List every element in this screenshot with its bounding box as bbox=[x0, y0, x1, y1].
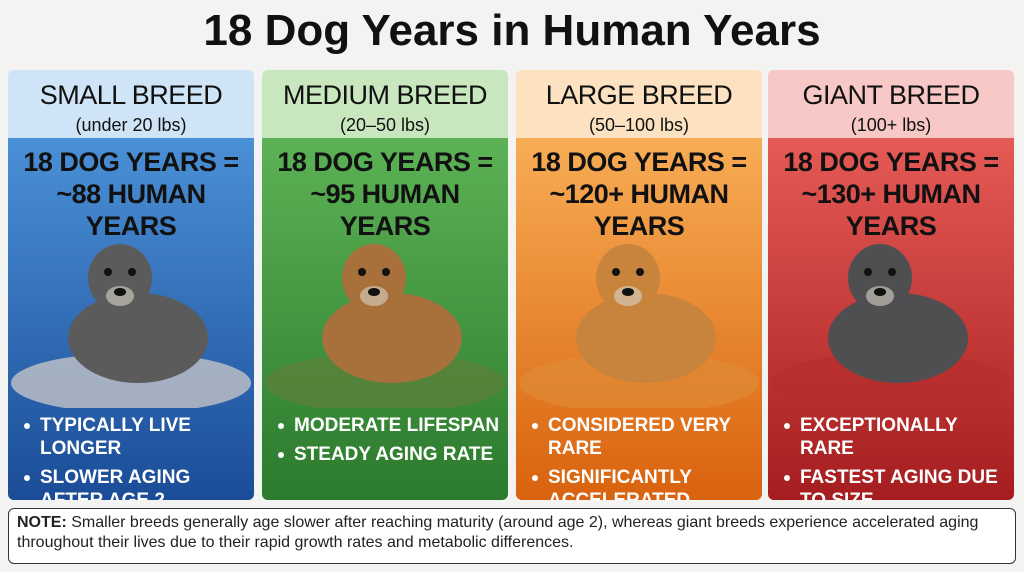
photo-shape bbox=[612, 268, 620, 276]
card-body: 18 DOG YEARS = ~88 HUMAN YEARS TYPICALLY L… bbox=[8, 138, 254, 500]
photo-shape bbox=[368, 288, 380, 296]
dog-photo bbox=[11, 244, 251, 408]
dog-photo bbox=[265, 244, 505, 408]
dog-years: 18 DOG YEARS = bbox=[277, 147, 493, 177]
note: NOTE: Smaller breeds generally age slowe… bbox=[8, 508, 1016, 564]
breed-card: MEDIUM BREED (20–50 lbs) 18 DOG YEARS = ~95… bbox=[262, 70, 508, 500]
dog-years: 18 DOG YEARS = bbox=[23, 147, 239, 177]
photo-shape bbox=[114, 288, 126, 296]
card-header: MEDIUM BREED (20–50 lbs) bbox=[262, 70, 508, 138]
photo-shape bbox=[864, 268, 872, 276]
breed-weight: (100+ lbs) bbox=[850, 115, 932, 135]
dog-years: 18 DOG YEARS = bbox=[531, 147, 747, 177]
breed-name: MEDIUM BREED bbox=[282, 80, 488, 110]
photo-shape bbox=[848, 244, 912, 312]
bullets: MODERATE LIFESPAN STEADY AGING RATE bbox=[276, 414, 500, 472]
human-years: ~95 HUMAN YEARS bbox=[310, 179, 460, 241]
human-years: ~88 HUMAN YEARS bbox=[56, 179, 206, 241]
photo-shape bbox=[342, 244, 406, 312]
card-body: 18 DOG YEARS = ~95 HUMAN YEARS MODERATE LI… bbox=[262, 138, 508, 500]
photo-shape bbox=[596, 244, 660, 312]
photo-shape bbox=[622, 288, 634, 296]
photo-shape bbox=[636, 268, 644, 276]
note-label: NOTE: bbox=[17, 514, 67, 531]
bullet: TYPICALLY LIVE LONGER bbox=[22, 414, 246, 460]
bullet: MODERATE LIFESPAN bbox=[276, 414, 500, 437]
breed-name: GIANT BREED bbox=[802, 80, 980, 110]
card-header: GIANT BREED (100+ lbs) bbox=[768, 70, 1014, 138]
card-header: SMALL BREED (under 20 lbs) bbox=[8, 70, 254, 138]
bullets: CONSIDERED VERY RARE SIGNIFICANTLY ACCELE… bbox=[530, 414, 754, 500]
breed-card: SMALL BREED (under 20 lbs) 18 DOG YEARS = ~… bbox=[8, 70, 254, 500]
dog-years: 18 DOG YEARS = bbox=[783, 147, 999, 177]
breed-weight: (under 20 lbs) bbox=[75, 115, 187, 135]
human-years: ~130+ HUMAN YEARS bbox=[801, 179, 981, 241]
breed-weight: (20–50 lbs) bbox=[339, 115, 431, 135]
title: 18 Dog Years in Human Years bbox=[203, 6, 821, 55]
photo-shape bbox=[828, 293, 968, 383]
breed-weight: (50–100 lbs) bbox=[588, 115, 690, 135]
bullet: SIGNIFICANTLY ACCELERATED AGING bbox=[530, 466, 754, 500]
photo-shape bbox=[88, 244, 152, 312]
dog-photo bbox=[519, 244, 759, 408]
photo-shape bbox=[874, 288, 886, 296]
photo-shape bbox=[128, 268, 136, 276]
photo-shape bbox=[382, 268, 390, 276]
bullet: FASTEST AGING DUE TO SIZE bbox=[782, 466, 1006, 500]
photo-shape bbox=[576, 293, 716, 383]
dog-photo bbox=[771, 244, 1011, 408]
bullet: CONSIDERED VERY RARE bbox=[530, 414, 754, 460]
bullet: STEADY AGING RATE bbox=[276, 443, 500, 466]
human-years: ~120+ HUMAN YEARS bbox=[549, 179, 729, 241]
breed-name: LARGE BREED bbox=[545, 80, 733, 110]
photo-shape bbox=[358, 268, 366, 276]
bullets: EXCEPTIONALLY RARE FASTEST AGING DUE TO S… bbox=[782, 414, 1006, 500]
card-body: 18 DOG YEARS = ~130+ HUMAN YEARS EXCEPTION… bbox=[768, 138, 1014, 500]
bullets: TYPICALLY LIVE LONGER SLOWER AGING AFTER … bbox=[22, 414, 246, 500]
bullet: SLOWER AGING AFTER AGE 2 bbox=[22, 466, 246, 500]
card-header: LARGE BREED (50–100 lbs) bbox=[516, 70, 762, 138]
breed-card: LARGE BREED (50–100 lbs) 18 DOG YEARS = ~12… bbox=[516, 70, 762, 500]
photo-shape bbox=[104, 268, 112, 276]
note-text: Smaller breeds generally age slower afte… bbox=[17, 514, 979, 551]
breed-name: SMALL BREED bbox=[39, 80, 223, 110]
photo-shape bbox=[322, 293, 462, 383]
breed-card: GIANT BREED (100+ lbs) 18 DOG YEARS = ~130+… bbox=[768, 70, 1014, 500]
bullet: EXCEPTIONALLY RARE bbox=[782, 414, 1006, 460]
photo-shape bbox=[888, 268, 896, 276]
card-body: 18 DOG YEARS = ~120+ HUMAN YEARS CONSIDERE… bbox=[516, 138, 762, 500]
photo-shape bbox=[68, 293, 208, 383]
